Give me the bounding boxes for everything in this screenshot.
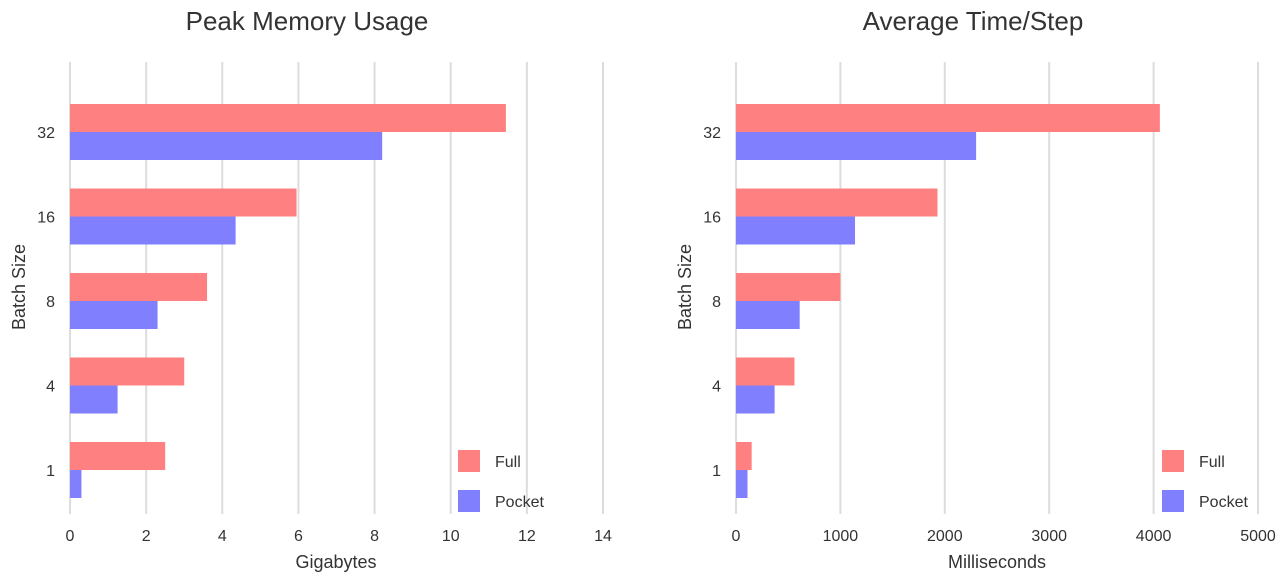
bars [70, 104, 506, 498]
bar-pocket-8 [70, 301, 158, 329]
x-tick-label: 2000 [927, 528, 963, 545]
bar-pocket-16 [70, 217, 236, 245]
bar-full-1 [70, 442, 165, 470]
x-axis-label: Gigabytes [295, 552, 376, 572]
chart-title: Average Time/Step [863, 6, 1084, 36]
x-tick-labels: 0 2 4 6 8 10 12 14 [66, 528, 612, 545]
bar-full-32 [736, 104, 1160, 132]
bar-full-16 [736, 189, 937, 217]
legend-swatch-full [458, 450, 480, 472]
x-tick-label: 2 [142, 528, 151, 545]
bars [736, 104, 1160, 498]
y-tick-labels: 1 4 8 16 32 [703, 125, 721, 480]
x-tick-label: 6 [294, 528, 303, 545]
legend-label-pocket: Pocket [1199, 494, 1248, 511]
x-tick-label: 5000 [1240, 528, 1276, 545]
bar-pocket-4 [736, 386, 775, 414]
legend: Full Pocket [1162, 450, 1248, 512]
chart-title: Peak Memory Usage [186, 6, 429, 36]
x-tick-label: 14 [594, 528, 612, 545]
y-tick-label: 1 [712, 463, 721, 480]
memory-chart: Peak Memory Usage Gigabytes Batch Size 1… [9, 6, 612, 572]
y-axis-label: Batch Size [9, 244, 29, 330]
x-tick-label: 10 [442, 528, 460, 545]
bar-pocket-32 [70, 132, 382, 160]
legend-label-full: Full [495, 454, 521, 471]
x-tick-labels: 0 1000 2000 3000 4000 5000 [732, 528, 1276, 545]
y-tick-label: 16 [703, 210, 721, 227]
bar-full-32 [70, 104, 506, 132]
y-tick-label: 16 [37, 210, 55, 227]
bar-full-8 [70, 273, 207, 301]
x-tick-label: 4 [218, 528, 227, 545]
y-tick-label: 4 [46, 379, 55, 396]
y-tick-label: 8 [46, 294, 55, 311]
legend-swatch-pocket [1162, 490, 1184, 512]
y-tick-labels: 1 4 8 16 32 [37, 125, 55, 480]
x-tick-label: 1000 [823, 528, 859, 545]
bar-full-16 [70, 189, 297, 217]
y-tick-label: 4 [712, 379, 721, 396]
bar-pocket-1 [736, 470, 747, 498]
x-tick-label: 0 [66, 528, 75, 545]
x-tick-label: 8 [370, 528, 379, 545]
time-chart: Average Time/Step Milliseconds Batch Siz… [675, 6, 1276, 572]
y-axis-label: Batch Size [675, 244, 695, 330]
bar-pocket-32 [736, 132, 976, 160]
legend: Full Pocket [458, 450, 544, 512]
y-tick-label: 8 [712, 294, 721, 311]
bar-full-4 [736, 358, 794, 386]
x-tick-label: 4000 [1136, 528, 1172, 545]
legend-label-full: Full [1199, 454, 1225, 471]
y-tick-label: 32 [703, 125, 721, 142]
x-tick-label: 0 [732, 528, 741, 545]
y-tick-label: 1 [46, 463, 55, 480]
legend-swatch-pocket [458, 490, 480, 512]
x-tick-label: 12 [518, 528, 536, 545]
y-tick-label: 32 [37, 125, 55, 142]
x-axis-label: Milliseconds [948, 552, 1046, 572]
bar-full-8 [736, 273, 840, 301]
x-tick-label: 3000 [1031, 528, 1067, 545]
legend-label-pocket: Pocket [495, 494, 544, 511]
bar-pocket-4 [70, 386, 118, 414]
bar-pocket-8 [736, 301, 800, 329]
bar-full-1 [736, 442, 752, 470]
legend-swatch-full [1162, 450, 1184, 472]
bar-full-4 [70, 358, 184, 386]
bar-pocket-16 [736, 217, 855, 245]
bar-pocket-1 [70, 470, 81, 498]
